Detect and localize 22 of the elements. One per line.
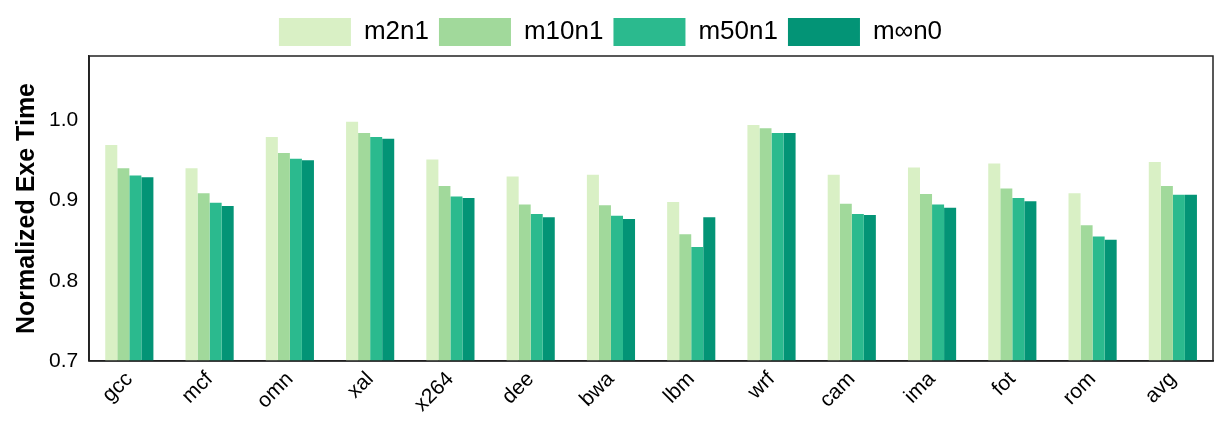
y-tick-label: 0.7 — [48, 347, 79, 371]
legend-label: m∞n0 — [872, 15, 943, 46]
x-tick-label: lbm — [657, 366, 699, 407]
x-tick-label: xal — [341, 366, 378, 402]
x-tick-label: bwa — [574, 366, 619, 411]
x-tick-label: wrf — [741, 366, 779, 404]
legend-label: m2n1 — [363, 15, 429, 46]
x-tick-label: fot — [986, 366, 1020, 400]
x-tick-label: avg — [1139, 366, 1180, 407]
x-tick-label: rom — [1057, 366, 1100, 409]
legend-label: m50n1 — [698, 15, 778, 46]
y-tick-label: 0.9 — [48, 187, 79, 211]
x-tick-label: ima — [898, 366, 940, 407]
y-tick-label: 1.0 — [48, 107, 79, 130]
x-tick-label: gcc — [96, 366, 137, 406]
y-axis-title: Normalized Exe Time — [10, 82, 39, 335]
x-tick-label: dee — [496, 366, 538, 408]
y-tick-label: 0.8 — [48, 267, 79, 291]
x-tick-label: mcf — [176, 366, 217, 407]
legend-label: m10n1 — [523, 15, 604, 46]
x-tick-label: omn — [251, 366, 297, 412]
x-tick-label: cam — [814, 366, 859, 411]
